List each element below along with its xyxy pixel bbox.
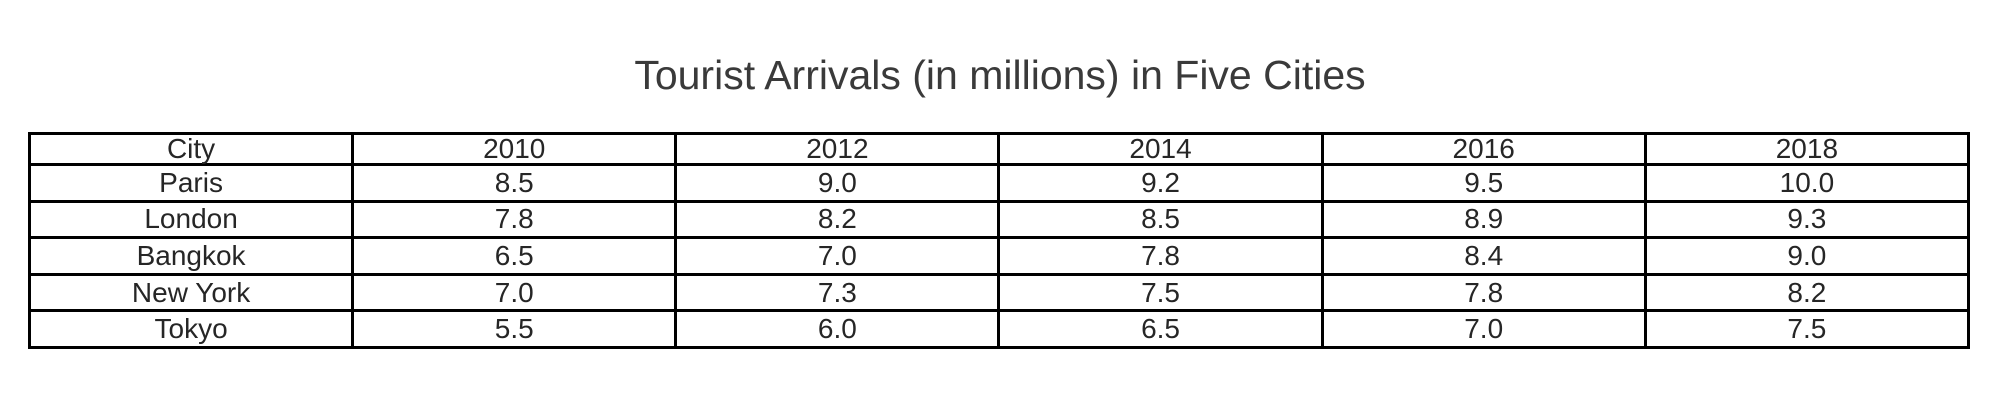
column-header-2012: 2012 <box>674 132 1001 166</box>
column-header-2014: 2014 <box>997 132 1324 166</box>
cell-tokyo-2018: 7.5 <box>1643 309 1971 349</box>
cell-paris-2010: 8.5 <box>351 163 678 203</box>
row-label-tokyo: Tokyo <box>27 309 355 349</box>
cell-london-2014: 8.5 <box>997 199 1324 240</box>
table-row-new-york: New York 7.0 7.3 7.5 7.8 8.2 <box>27 272 1971 313</box>
column-header-2018: 2018 <box>1643 132 1971 166</box>
cell-tokyo-2016: 7.0 <box>1320 309 1647 349</box>
table-row-bangkok: Bangkok 6.5 7.0 7.8 8.4 9.0 <box>27 236 1971 276</box>
cell-paris-2014: 9.2 <box>997 163 1324 203</box>
cell-tokyo-2014: 6.5 <box>997 309 1324 349</box>
cell-new-york-2014: 7.5 <box>997 272 1324 313</box>
row-label-london: London <box>27 199 355 240</box>
table-row-tokyo: Tokyo 5.5 6.0 6.5 7.0 7.5 <box>27 309 1971 349</box>
cell-london-2012: 8.2 <box>674 199 1001 240</box>
cell-paris-2018: 10.0 <box>1643 163 1971 203</box>
column-header-2010: 2010 <box>351 132 678 166</box>
cell-paris-2012: 9.0 <box>674 163 1001 203</box>
cell-bangkok-2012: 7.0 <box>674 236 1001 276</box>
row-label-paris: Paris <box>27 163 355 203</box>
cell-tokyo-2012: 6.0 <box>674 309 1001 349</box>
cell-london-2016: 8.9 <box>1320 199 1647 240</box>
table-row-london: London 7.8 8.2 8.5 8.9 9.3 <box>27 199 1971 240</box>
table-row-paris: Paris 8.5 9.0 9.2 9.5 10.0 <box>27 163 1971 203</box>
chart-title: Tourist Arrivals (in millions) in Five C… <box>634 52 1366 98</box>
cell-bangkok-2010: 6.5 <box>351 236 678 276</box>
column-header-2016: 2016 <box>1320 132 1647 166</box>
cell-new-york-2010: 7.0 <box>351 272 678 313</box>
cell-london-2010: 7.8 <box>351 199 678 240</box>
cell-new-york-2018: 8.2 <box>1643 272 1971 313</box>
cell-bangkok-2016: 8.4 <box>1320 236 1647 276</box>
cell-new-york-2016: 7.8 <box>1320 272 1647 313</box>
cell-tokyo-2010: 5.5 <box>351 309 678 349</box>
tourist-arrivals-table: City 2010 2012 2014 2016 2018 Paris 8.5 … <box>27 132 1971 349</box>
cell-paris-2016: 9.5 <box>1320 163 1647 203</box>
cell-bangkok-2018: 9.0 <box>1643 236 1971 276</box>
row-label-bangkok: Bangkok <box>27 236 355 276</box>
cell-bangkok-2014: 7.8 <box>997 236 1324 276</box>
table-header-row: City 2010 2012 2014 2016 2018 <box>27 132 1971 166</box>
cell-london-2018: 9.3 <box>1643 199 1971 240</box>
column-header-city: City <box>27 132 355 166</box>
row-label-new-york: New York <box>27 272 355 313</box>
cell-new-york-2012: 7.3 <box>674 272 1001 313</box>
